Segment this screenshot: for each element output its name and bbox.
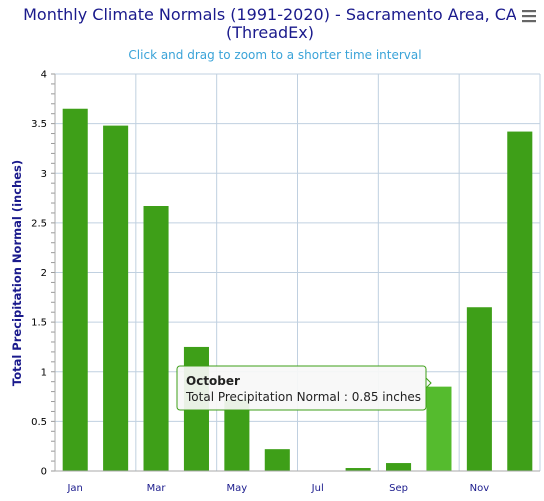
y-tick-label: 3.5 [31,119,47,130]
bar-march[interactable] [143,206,169,471]
tooltip-title: October [186,374,240,388]
y-tick-label: 2 [41,268,47,279]
hamburger-menu-icon[interactable] [516,4,540,28]
x-tick-label: Nov [470,483,490,494]
tooltip-pointer [425,376,432,390]
chart-title-line-1: Monthly Climate Normals (1991-2020) - Sa… [23,5,517,24]
x-tick-label: Sep [389,483,408,494]
y-tick-label: 1.5 [31,318,47,329]
y-tick-label: 2.5 [31,218,47,229]
chart-subtitle: Click and drag to zoom to a shorter time… [128,48,421,62]
y-tick-label: 1 [41,367,47,378]
y-tick-label: 3 [41,169,47,180]
chart-title-line-2: (ThreadEx) [226,23,314,42]
y-tick-label: 4 [41,70,47,81]
y-axis-label: Total Precipitation Normal (inches) [10,160,24,386]
tooltip-body: Total Precipitation Normal : 0.85 inches [185,390,421,404]
x-tick-label: May [227,483,248,494]
bar-june[interactable] [264,449,290,471]
data-tooltip: October Total Precipitation Normal : 0.8… [176,365,432,411]
y-minor-ticks [51,73,55,472]
x-tick-label: Jan [66,483,82,494]
x-tick-labels: Jan Mar May Jul Sep Nov [66,483,489,494]
y-tick-labels: 0 0.5 1 1.5 2 2.5 3 3.5 4 [31,70,47,478]
y-tick-label: 0.5 [31,417,47,428]
bar-december[interactable] [507,131,533,471]
x-tick-label: Mar [147,483,167,494]
bar-september[interactable] [386,463,412,471]
bar-may[interactable] [224,399,250,471]
axes [54,74,540,472]
bar-january[interactable] [62,108,88,472]
bar-february[interactable] [103,125,129,472]
x-tick-label: Jul [311,483,324,494]
y-tick-label: 0 [41,467,47,478]
bar-november[interactable] [466,307,492,471]
bar-october[interactable] [426,386,452,471]
bar-august[interactable] [345,468,371,471]
